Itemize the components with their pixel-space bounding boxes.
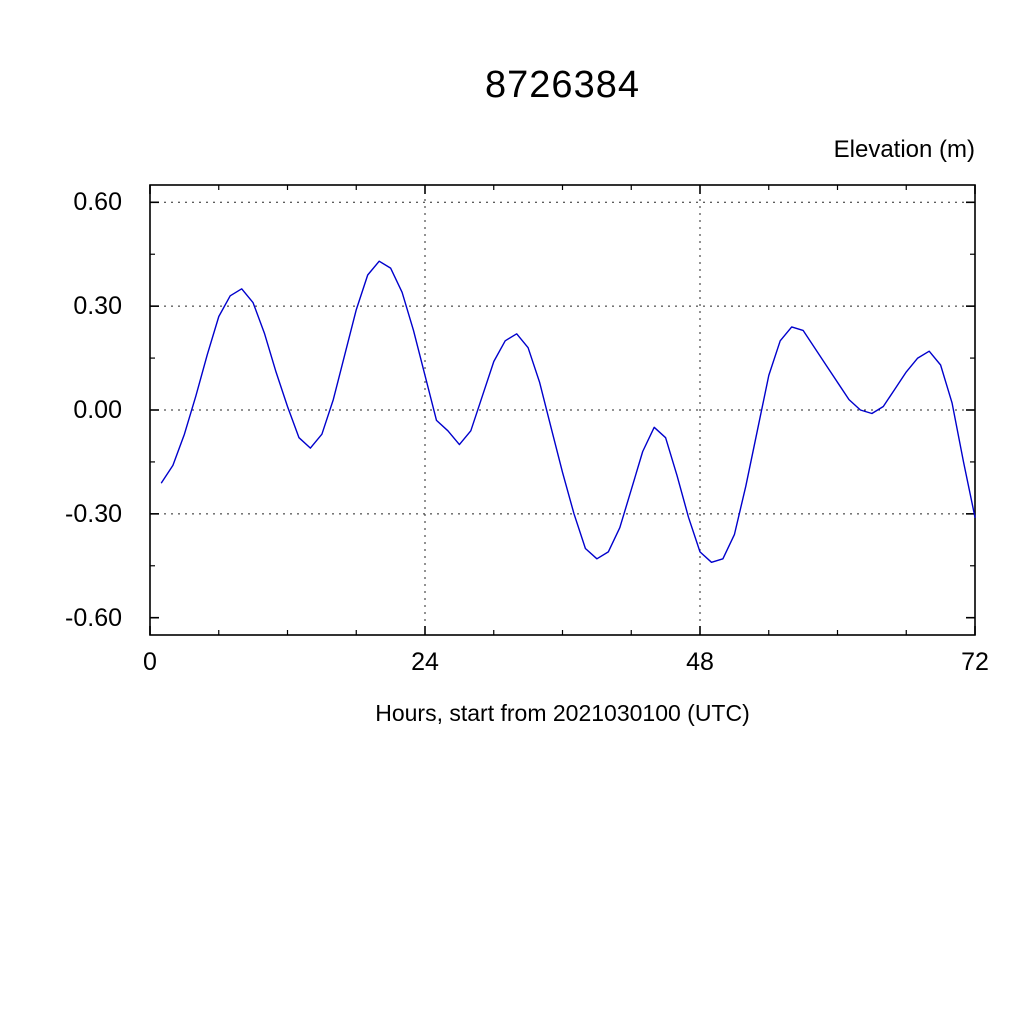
y-axis-title: Elevation (m)	[833, 136, 975, 163]
x-axis-title: Hours, start from 2021030100 (UTC)	[375, 700, 750, 726]
y-tick-label: -0.60	[65, 603, 122, 632]
x-tick-label: 24	[411, 648, 439, 676]
y-tick-label: 0.60	[73, 188, 122, 217]
x-tick-label: 0	[143, 648, 157, 676]
x-tick-label: 48	[686, 648, 714, 676]
x-tick-label: 72	[961, 648, 989, 676]
y-tick-label: 0.00	[73, 396, 122, 424]
chart-title: 8726384	[485, 64, 640, 106]
y-tick-label: -0.30	[65, 499, 122, 528]
y-tick-label: 0.30	[73, 292, 122, 321]
elevation-line	[160, 260, 976, 563]
